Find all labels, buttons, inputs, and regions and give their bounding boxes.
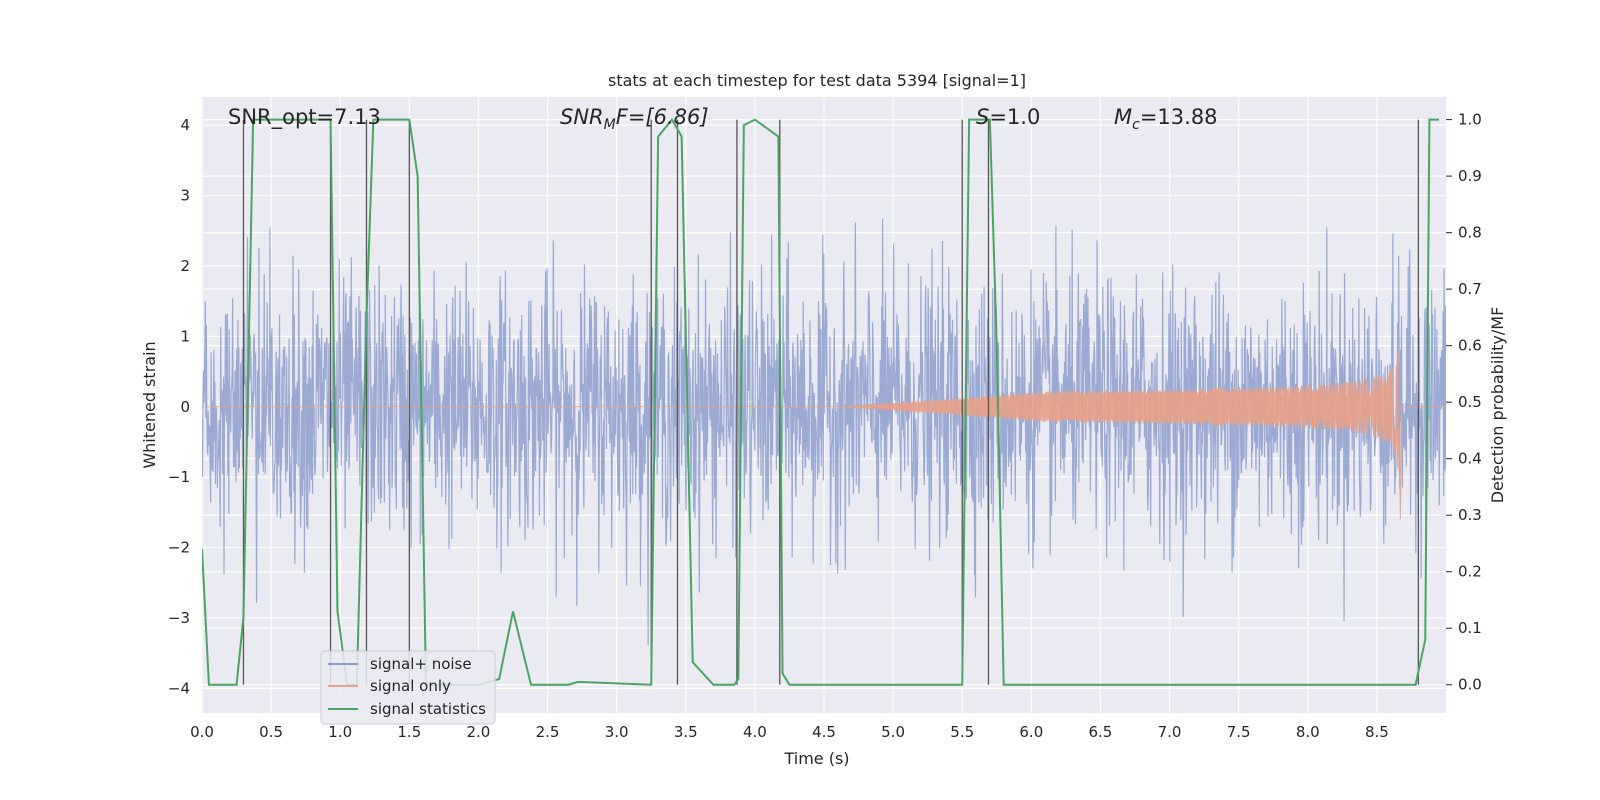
annotation-mc-rest: =13.88 [1140,105,1218,129]
y-tick-label-1: −3 [168,609,190,627]
x-tick-label-12: 6.0 [1019,723,1043,741]
annotation-snr-opt: SNR_opt=7.13 [228,105,381,130]
chart-title: stats at each timestep for test data 539… [608,71,1026,90]
legend-box [320,650,496,725]
annotation-mc-main: M [1114,105,1132,129]
y-right-tick-label-2: 0.2 [1458,563,1482,581]
y-right-tick-label-6: 0.6 [1458,337,1482,355]
x-tick-label-2: 1.0 [328,723,352,741]
legend-label-signal-noise: signal+ noise [370,655,472,673]
y-right-tick-labels: 0.0 0.1 0.2 0.3 0.4 0.5 0.6 0.7 0.8 0.9 1.0 [1446,111,1482,694]
y-tick-label-2: −2 [168,539,190,557]
y-right-tick-label-10: 1.0 [1458,111,1482,129]
x-tick-label-11: 5.5 [950,723,974,741]
y-right-tick-label-7: 0.7 [1458,280,1482,298]
annotation-s: S=1.0 [976,105,1040,129]
y-right-axis-label: Detection probability/MF [1488,307,1507,504]
x-tick-label-15: 7.5 [1227,723,1251,741]
x-tick-label-0: 0.0 [190,723,214,741]
x-tick-label-17: 8.5 [1365,723,1389,741]
annotation-snr-mf-sub: M [604,117,616,133]
annotation-s-rest: =1.0 [989,105,1040,129]
x-tick-label-7: 3.5 [674,723,698,741]
x-tick-label-8: 4.0 [743,723,767,741]
x-tick-label-1: 0.5 [259,723,283,741]
x-tick-label-13: 6.5 [1089,723,1113,741]
x-tick-label-5: 2.5 [536,723,560,741]
annotation-mc-sub: c [1132,117,1140,133]
x-tick-label-16: 8.0 [1296,723,1320,741]
x-tick-label-3: 1.5 [397,723,421,741]
y-right-tick-label-3: 0.3 [1458,506,1482,524]
x-tick-label-4: 2.0 [467,723,491,741]
x-tick-label-6: 3.0 [605,723,629,741]
y-right-tick-label-0: 0.0 [1458,676,1482,694]
legend-label-signal-only: signal only [370,677,451,695]
annotation-snr-mf-rest: F=[6.86] [616,105,709,129]
x-tick-label-9: 4.5 [812,723,836,741]
y-right-tick-label-5: 0.5 [1458,393,1482,411]
y-tick-label-3: −1 [168,468,190,486]
legend: signal+ noise signal only signal statist… [320,650,496,725]
y-right-tick-label-4: 0.4 [1458,450,1482,468]
x-tick-label-14: 7.0 [1158,723,1182,741]
legend-label-signal-statistics: signal statistics [370,700,486,718]
x-axis-label: Time (s) [783,749,849,768]
y-right-tick-label-1: 0.1 [1458,619,1482,637]
annotation-snr-mf-main: SNR [560,105,604,129]
signal-only-series [202,350,1446,520]
y-tick-label-7: 3 [180,187,190,205]
y-tick-label-8: 4 [180,116,190,134]
y-axis-label: Whitened strain [140,341,159,468]
annotation-s-main: S [976,105,989,129]
annotation-mc: Mc=13.88 [1114,105,1218,133]
y-right-tick-label-9: 0.9 [1458,167,1482,185]
y-tick-label-4: 0 [180,398,190,416]
y-tick-labels: −4 −3 −2 −1 0 1 2 3 4 [168,116,190,697]
signal-only-line [202,350,1446,520]
y-tick-label-0: −4 [168,679,190,697]
x-tick-label-10: 5.0 [881,723,905,741]
y-tick-label-5: 1 [180,327,190,345]
annotation-snr-mf: SNRMF=[6.86] [560,105,709,133]
x-tick-labels: 0.0 0.5 1.0 1.5 2.0 2.5 3.0 3.5 4.0 4.5 5.0 5.5 6.0 6… [190,723,1389,741]
y-tick-label-6: 2 [180,257,190,275]
y-right-tick-label-8: 0.8 [1458,224,1482,242]
